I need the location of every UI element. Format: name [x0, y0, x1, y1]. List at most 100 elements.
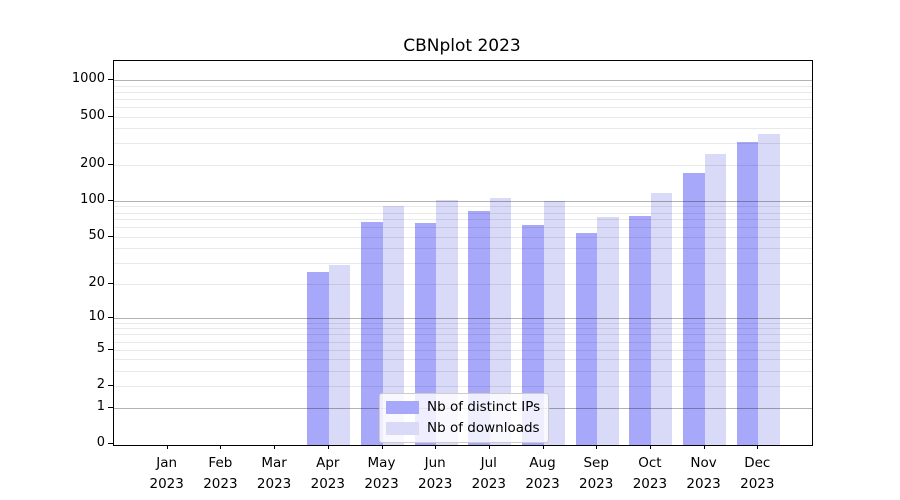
gridline-minor-7	[114, 334, 812, 336]
y-tick-label-20: 20	[88, 274, 105, 290]
bar-ips-apr	[307, 272, 329, 445]
gridline-minor-40	[114, 248, 812, 250]
y-tick-mark-500	[108, 115, 113, 117]
gridline-major-1000	[114, 80, 812, 81]
x-tick-mark-mar	[274, 445, 276, 449]
legend-entry-distinct-ips: Nb of distinct IPs	[386, 399, 540, 416]
gridline-minor-700	[114, 98, 812, 100]
y-tick-label-5: 5	[96, 340, 105, 356]
x-tick-label-feb: Feb 2023	[203, 455, 238, 492]
bar-downloads-may	[382, 206, 404, 445]
y-tick-mark-5	[108, 348, 113, 350]
gridline-minor-30	[114, 263, 812, 265]
bar-ips-may	[361, 221, 383, 445]
chart-title: CBNplot 2023	[403, 36, 521, 56]
bar-downloads-aug	[543, 200, 565, 445]
y-tick-label-10: 10	[88, 308, 105, 324]
gridline-minor-300	[114, 143, 812, 145]
x-tick-label-may: May 2023	[364, 455, 399, 492]
plot-area	[113, 60, 813, 446]
gridline-minor-70	[114, 219, 812, 221]
x-tick-mark-jan	[166, 445, 168, 449]
y-tick-label-1: 1	[96, 398, 105, 414]
gridline-minor-200	[114, 164, 812, 166]
y-tick-label-200: 200	[80, 155, 105, 171]
gridline-minor-400	[114, 128, 812, 130]
gridline-minor-2	[114, 386, 812, 388]
gridline-minor-60	[114, 227, 812, 229]
bar-ips-nov	[683, 173, 705, 445]
bar-downloads-dec	[758, 133, 780, 445]
x-tick-label-jan: Jan 2023	[149, 455, 184, 492]
x-tick-mark-jul	[488, 445, 490, 449]
y-tick-mark-10	[108, 316, 113, 318]
bar-downloads-jul	[489, 198, 512, 445]
x-tick-label-nov: Nov 2023	[686, 455, 721, 492]
bar-downloads-sep	[597, 217, 619, 445]
gridline-minor-6	[114, 341, 812, 343]
x-tick-mark-may	[381, 445, 383, 449]
gridline-minor-5	[114, 349, 812, 351]
x-tick-mark-jun	[435, 445, 437, 449]
y-tick-mark-1	[108, 406, 113, 408]
gridline-minor-900	[114, 85, 812, 87]
gridline-minor-20	[114, 283, 812, 285]
gridline-major-100	[114, 200, 812, 202]
y-tick-mark-0	[108, 443, 113, 444]
y-tick-label-100: 100	[80, 191, 105, 207]
gridline-minor-600	[114, 106, 812, 108]
gridline-minor-3	[114, 371, 812, 372]
bar-downloads-jun	[436, 199, 458, 445]
y-tick-mark-50	[108, 235, 113, 237]
y-tick-label-50: 50	[88, 227, 105, 243]
x-tick-label-jun: Jun 2023	[418, 455, 453, 492]
gridline-major-10	[114, 317, 812, 319]
x-tick-mark-sep	[596, 445, 598, 449]
y-tick-label-500: 500	[80, 107, 105, 123]
x-tick-label-jul: Jul 2023	[471, 455, 506, 492]
legend-swatch-downloads	[386, 422, 419, 435]
gridline-minor-4	[114, 359, 812, 361]
x-tick-label-aug: Aug 2023	[525, 455, 560, 492]
x-tick-mark-aug	[542, 445, 544, 449]
legend-label-downloads: Nb of downloads	[427, 420, 540, 436]
legend: Nb of distinct IPs Nb of downloads	[379, 393, 550, 443]
y-tick-mark-2	[108, 385, 113, 387]
gridline-minor-9	[114, 322, 812, 324]
legend-swatch-distinct-ips	[386, 401, 419, 414]
bar-downloads-apr	[328, 264, 351, 445]
x-tick-mark-nov	[703, 445, 705, 449]
bar-downloads-nov	[704, 154, 727, 445]
legend-entry-downloads: Nb of downloads	[386, 420, 540, 437]
bar-ips-jun	[414, 223, 437, 445]
bar-ips-aug	[522, 224, 544, 445]
x-tick-mark-dec	[757, 445, 759, 449]
legend-label-distinct-ips: Nb of distinct IPs	[427, 399, 541, 415]
y-tick-label-1000: 1000	[71, 71, 105, 86]
bar-ips-sep	[575, 232, 598, 445]
gridline-minor-50	[114, 236, 812, 238]
x-tick-label-apr: Apr 2023	[310, 455, 345, 492]
y-tick-mark-20	[108, 282, 113, 284]
x-tick-mark-oct	[649, 445, 651, 449]
y-tick-mark-200	[108, 163, 113, 165]
gridline-minor-90	[114, 206, 812, 208]
y-tick-mark-100	[108, 199, 113, 201]
x-tick-mark-feb	[220, 445, 222, 449]
bar-ips-oct	[629, 215, 651, 445]
x-tick-label-dec: Dec 2023	[740, 455, 775, 492]
x-tick-label-mar: Mar 2023	[256, 455, 292, 492]
gridline-minor-500	[114, 116, 812, 118]
gridline-minor-8	[114, 328, 812, 330]
y-tick-label-2: 2	[96, 377, 105, 393]
bar-ips-jul	[468, 211, 490, 445]
x-tick-mark-apr	[327, 445, 329, 449]
gridline-minor-800	[114, 91, 812, 93]
x-tick-label-sep: Sep 2023	[579, 455, 614, 492]
x-tick-label-oct: Oct 2023	[632, 455, 668, 492]
gridline-minor-80	[114, 212, 812, 214]
bar-downloads-oct	[650, 193, 673, 445]
bar-ips-dec	[736, 142, 759, 445]
y-tick-label-0: 0	[96, 435, 105, 450]
